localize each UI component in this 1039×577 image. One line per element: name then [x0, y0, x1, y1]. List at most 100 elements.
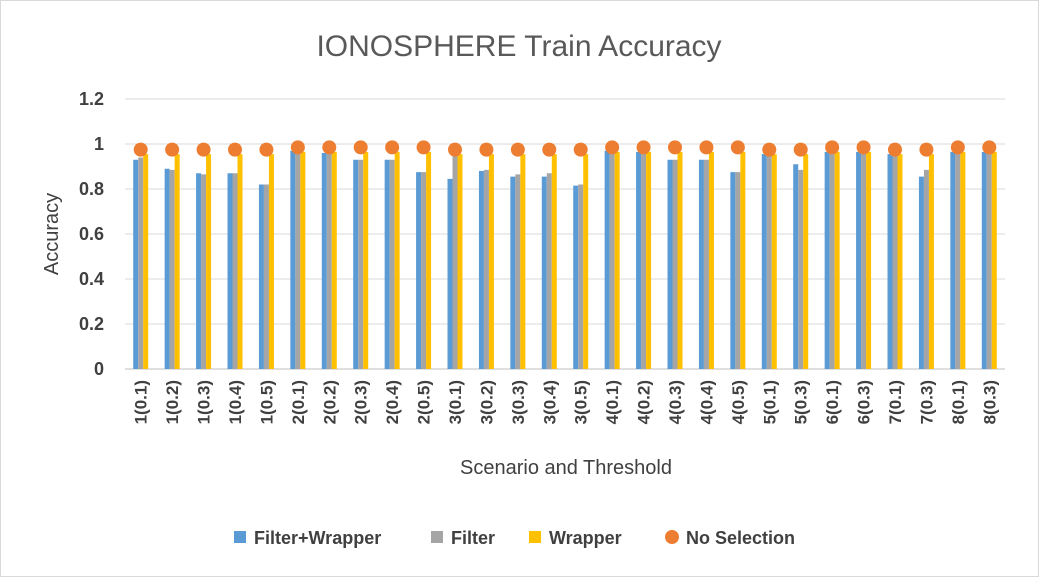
x-tick-label: 1(0.3)	[195, 380, 214, 424]
marker-no-selection	[856, 140, 871, 155]
bar-wrapper	[520, 154, 526, 369]
bar-filter	[263, 184, 269, 369]
marker-no-selection	[699, 140, 714, 155]
bar-filter-wrapper	[761, 154, 767, 369]
bar-filter-wrapper	[478, 171, 484, 369]
x-tick-label: 4(0.1)	[603, 380, 622, 424]
x-tick-label: 4(0.3)	[666, 380, 685, 424]
bar-wrapper	[363, 151, 369, 369]
marker-no-selection	[888, 142, 902, 157]
marker-no-selection	[668, 140, 682, 155]
bar-filter	[955, 151, 961, 369]
bar-filter	[389, 159, 395, 369]
bar-filter-wrapper	[698, 159, 704, 369]
bar-wrapper	[834, 151, 840, 369]
x-axis-title: Scenario and Threshold	[460, 457, 672, 479]
bar-filter	[766, 155, 772, 369]
x-tick-label: 5(0.3)	[792, 380, 811, 424]
bar-wrapper	[991, 151, 997, 369]
bar-filter-wrapper	[196, 173, 202, 369]
y-tick-label: 0.4	[79, 269, 104, 289]
bar-filter	[138, 157, 144, 369]
bar-filter	[609, 150, 615, 369]
bar-filter-wrapper	[290, 150, 296, 369]
bar-filter	[798, 169, 804, 369]
bar-filter-wrapper	[856, 151, 862, 369]
bar-filter-wrapper	[321, 153, 327, 369]
bar-wrapper	[677, 151, 683, 369]
x-tick-label: 3(0.2)	[477, 380, 496, 424]
bar-wrapper	[646, 151, 652, 369]
bar-wrapper	[331, 151, 337, 369]
bar-filter-wrapper	[510, 176, 516, 369]
legend-label: No Selection	[686, 528, 795, 548]
bar-wrapper	[614, 151, 620, 369]
bar-filter	[829, 151, 835, 369]
legend: Filter+Wrapper Filter Wrapper No Selection	[234, 528, 795, 548]
x-tick-label: 6(0.1)	[823, 380, 842, 424]
x-tick-label: 3(0.5)	[572, 380, 591, 424]
marker-no-selection	[228, 142, 242, 157]
bar-wrapper	[394, 151, 400, 369]
x-tick-label: 4(0.2)	[635, 380, 654, 424]
legend-swatch-no-selection	[665, 530, 679, 544]
marker-no-selection	[542, 142, 557, 157]
bar-filter-wrapper	[824, 151, 830, 369]
bar-wrapper	[206, 154, 212, 369]
bar-wrapper	[551, 154, 557, 369]
bar-filter	[986, 151, 992, 369]
x-tick-label: 8(0.1)	[949, 380, 968, 424]
bar-filter-wrapper	[730, 172, 736, 369]
legend-swatch-filter	[431, 531, 443, 543]
x-tick-label: 2(0.2)	[320, 380, 339, 424]
marker-no-selection	[479, 142, 494, 157]
bar-filter	[483, 169, 489, 369]
marker-no-selection	[793, 142, 808, 157]
x-axis-ticks: 1(0.1) 1(0.2) 1(0.3) 1(0.4) 1(0.5) 2(0.1) 2(0.…	[132, 380, 1000, 424]
bars	[133, 150, 997, 369]
legend-swatch-filter-wrapper	[234, 531, 246, 543]
bar-wrapper	[426, 151, 432, 369]
x-tick-label: 1(0.2)	[163, 380, 182, 424]
gridlines	[125, 98, 1005, 370]
x-tick-label: 6(0.3)	[855, 380, 874, 424]
bar-wrapper	[897, 154, 903, 369]
x-tick-label: 5(0.1)	[760, 380, 779, 424]
x-tick-label: 2(0.1)	[289, 380, 308, 424]
marker-no-selection	[448, 142, 462, 157]
bar-filter	[641, 151, 647, 369]
bar-filter	[421, 172, 427, 369]
y-tick-label: 0	[94, 359, 104, 379]
x-tick-label: 7(0.3)	[917, 380, 936, 424]
bar-filter-wrapper	[918, 176, 924, 369]
bar-filter-wrapper	[887, 154, 893, 369]
y-tick-label: 1	[94, 134, 104, 154]
bar-filter	[672, 159, 678, 369]
y-axis-ticks: 0 0.2 0.4 0.6 0.8 1 1.2	[79, 89, 104, 379]
marker-no-selection	[416, 140, 431, 155]
bar-filter	[578, 184, 584, 369]
y-tick-label: 0.6	[79, 224, 104, 244]
bar-filter-wrapper	[447, 178, 453, 369]
marker-no-selection	[950, 140, 965, 155]
marker-no-selection	[730, 140, 745, 155]
bar-filter-wrapper	[604, 150, 610, 369]
marker-no-selection	[982, 140, 997, 155]
legend-swatch-wrapper	[529, 531, 541, 543]
marker-no-selection	[322, 140, 337, 155]
marker-no-selection	[353, 140, 368, 155]
x-tick-label: 1(0.4)	[226, 380, 245, 424]
bar-filter	[232, 173, 238, 369]
bar-wrapper	[457, 154, 463, 369]
bar-filter-wrapper	[636, 151, 642, 369]
legend-label: Wrapper	[549, 528, 622, 548]
marker-no-selection	[196, 142, 211, 157]
bar-filter	[358, 159, 364, 369]
bar-filter-wrapper	[164, 168, 170, 369]
bar-filter-wrapper	[384, 159, 390, 369]
x-tick-label: 8(0.3)	[980, 380, 999, 424]
chart-title: IONOSPHERE Train Accuracy	[316, 30, 721, 63]
bar-filter	[169, 169, 175, 369]
bar-filter	[892, 155, 898, 369]
